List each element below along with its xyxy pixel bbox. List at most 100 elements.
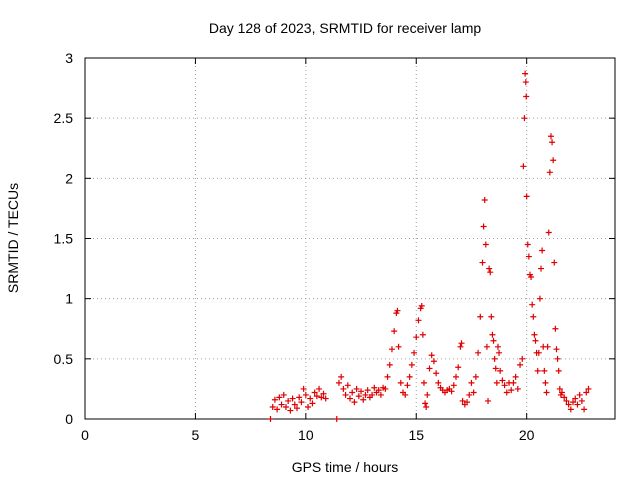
y-tick-label: 1.5 — [54, 231, 74, 247]
data-point — [485, 397, 492, 404]
data-point — [426, 365, 433, 372]
data-point — [309, 400, 316, 407]
data-point — [457, 343, 464, 350]
data-point — [406, 373, 413, 380]
data-point — [274, 406, 281, 413]
data-point — [480, 223, 487, 230]
data-point — [561, 394, 568, 401]
data-point — [402, 391, 409, 398]
x-tick-label: 20 — [519, 427, 535, 443]
data-points — [267, 70, 592, 422]
data-point — [342, 391, 349, 398]
data-point — [510, 379, 517, 386]
data-point — [448, 388, 455, 395]
data-point — [529, 301, 536, 308]
data-point — [333, 416, 340, 422]
data-point — [522, 70, 529, 77]
data-point — [539, 247, 546, 254]
data-point — [538, 265, 545, 272]
data-point — [322, 395, 329, 402]
data-point — [550, 157, 557, 164]
grid-lines — [85, 58, 615, 419]
data-point — [490, 337, 497, 344]
data-point — [344, 382, 351, 389]
data-point — [287, 407, 294, 414]
data-point — [311, 389, 318, 396]
data-point — [298, 399, 305, 406]
data-point — [291, 401, 298, 408]
data-point — [362, 391, 369, 398]
data-point — [360, 396, 367, 403]
data-point — [487, 269, 494, 276]
data-point — [483, 343, 490, 350]
data-point — [371, 384, 378, 391]
data-point — [338, 373, 345, 380]
data-point — [347, 395, 353, 402]
data-point — [282, 403, 289, 410]
data-point — [377, 391, 384, 398]
data-point — [418, 302, 425, 309]
data-point — [583, 389, 590, 396]
data-point — [466, 391, 473, 398]
data-point — [542, 379, 549, 386]
data-point — [386, 361, 393, 368]
data-point — [481, 196, 488, 203]
axis-ticks — [84, 57, 615, 420]
data-point — [320, 390, 327, 397]
data-point — [415, 317, 422, 324]
data-point — [551, 259, 558, 266]
data-point — [496, 349, 503, 356]
data-point — [369, 391, 376, 398]
data-point — [525, 253, 532, 260]
data-point — [453, 373, 459, 380]
data-point — [479, 259, 486, 266]
data-point — [501, 382, 508, 389]
x-axis-title: GPS time / hours — [292, 459, 399, 475]
data-point — [430, 358, 437, 365]
tick-labels: 0 5 10 15 20 0 0.5 1 1.5 2 2.5 3 — [54, 50, 535, 443]
data-point — [547, 133, 554, 140]
data-point — [294, 405, 300, 412]
data-point — [517, 361, 524, 368]
data-point — [318, 394, 325, 401]
data-point — [497, 367, 504, 374]
data-point — [535, 349, 542, 356]
data-point — [543, 389, 550, 396]
data-point — [523, 193, 530, 200]
data-point — [493, 379, 500, 386]
data-point — [544, 343, 551, 350]
data-point — [276, 394, 283, 401]
data-point — [424, 391, 431, 398]
data-point — [307, 395, 314, 402]
data-point — [285, 397, 292, 404]
data-point — [468, 379, 475, 386]
data-point — [413, 334, 420, 341]
data-point — [491, 355, 498, 362]
data-point — [578, 397, 585, 404]
y-tick-label: 1 — [65, 291, 73, 307]
data-point — [482, 241, 489, 248]
data-point — [574, 401, 581, 408]
data-point — [289, 395, 296, 402]
data-point — [520, 163, 527, 170]
data-point — [351, 399, 358, 406]
data-point — [271, 396, 278, 403]
data-point — [521, 115, 528, 122]
data-point — [358, 388, 365, 395]
data-point — [499, 377, 506, 384]
data-point — [419, 331, 426, 338]
data-point — [528, 274, 535, 281]
data-point — [581, 406, 588, 413]
data-point — [464, 399, 471, 406]
data-point — [340, 385, 347, 392]
data-point — [570, 399, 577, 406]
data-point — [428, 352, 435, 359]
data-point — [494, 343, 501, 350]
data-point — [563, 397, 570, 404]
data-point — [545, 229, 552, 236]
y-tick-label: 2.5 — [54, 110, 74, 126]
data-point — [335, 379, 342, 386]
data-point — [585, 385, 592, 392]
data-point — [458, 340, 465, 347]
y-tick-label: 0.5 — [54, 351, 74, 367]
